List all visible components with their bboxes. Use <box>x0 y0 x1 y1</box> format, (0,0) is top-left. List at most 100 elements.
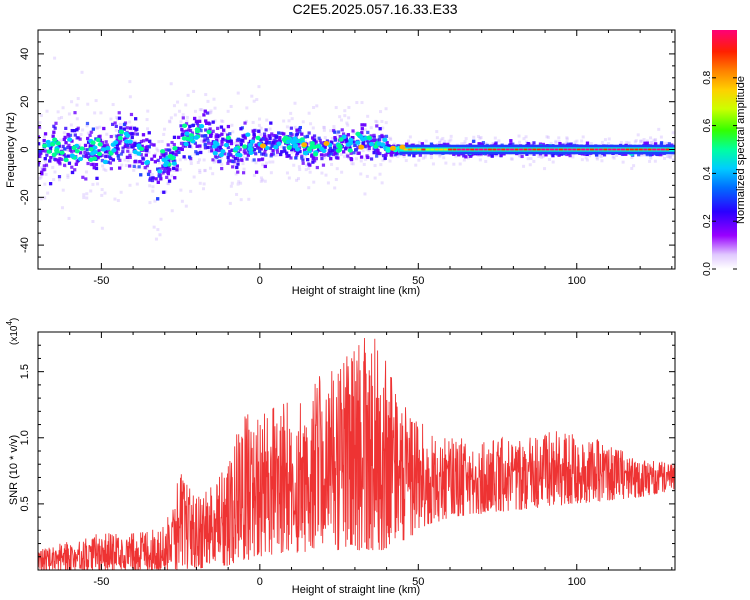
spectrogram-cell <box>369 126 373 130</box>
spectrogram-cell <box>423 155 427 159</box>
spectrogram-cell <box>322 126 326 130</box>
spectrogram-cell <box>441 136 445 140</box>
spectrogram-cell <box>314 157 318 161</box>
spectrogram-cell <box>73 129 77 133</box>
spectrogram-cell <box>128 120 132 124</box>
spectrogram-cell <box>70 100 74 104</box>
spectrogram-cell <box>156 228 160 232</box>
spectrogram-cell <box>204 119 208 123</box>
spectrogram-cell <box>493 136 497 140</box>
spectrogram-cell <box>476 134 480 138</box>
spectrogram-cell <box>412 154 416 158</box>
spectrogram-cell <box>209 145 214 149</box>
spectrogram-cell <box>558 142 562 146</box>
spectrogram-cell <box>233 141 237 145</box>
spectrogram-cell <box>671 131 675 135</box>
spectrogram-cell <box>150 178 155 183</box>
spectrogram-cell <box>285 171 289 175</box>
spectrogram-cell <box>514 148 519 151</box>
spectrogram-cell <box>362 162 366 166</box>
spectrogram-cell <box>434 148 439 151</box>
spectrogram-cell <box>430 148 435 151</box>
spectrogram-cell <box>165 175 169 179</box>
spectrogram-cell <box>150 157 154 161</box>
spectrogram-cell <box>193 141 197 145</box>
spectrogram-cell <box>228 150 232 154</box>
spectrogram-cell <box>520 154 524 159</box>
spectrogram-cell <box>74 162 78 166</box>
spectrogram-cell <box>615 153 619 157</box>
spectrogram-cell <box>93 111 97 115</box>
spectrogram-peak <box>249 139 256 144</box>
spectrogram-cell <box>247 197 251 201</box>
spectrogram-cell <box>230 123 234 127</box>
spectrogram-cell <box>243 136 247 140</box>
spectrogram-peak <box>309 141 315 146</box>
spectrogram-cell <box>123 158 127 162</box>
spectrogram-cell <box>581 148 586 151</box>
spectrogram-peak <box>184 131 190 136</box>
spectrogram-cell <box>472 135 476 139</box>
spectrogram-cell <box>132 168 136 172</box>
spectrogram-peak <box>42 143 48 148</box>
spectrogram-cell <box>607 148 612 151</box>
spectrogram-cell <box>128 155 132 160</box>
spectrogram-peak <box>337 147 343 153</box>
spectrogram-cell <box>126 149 130 153</box>
spectrogram-cell <box>645 139 649 143</box>
spectrogram-cell <box>547 158 551 162</box>
spectrogram-cell <box>314 140 318 144</box>
spectrogram-cell <box>375 154 379 158</box>
spectrogram-cell <box>170 209 174 213</box>
spectrogram-cell <box>192 89 196 93</box>
spectrogram-cell <box>113 121 117 125</box>
spectrogram-cell <box>118 122 122 126</box>
spectrogram-cell <box>295 153 299 157</box>
spectrogram-cell <box>168 120 172 124</box>
spectrogram-cell <box>54 121 58 125</box>
spectrogram-cell <box>405 142 409 146</box>
spectrogram-cell <box>255 146 260 150</box>
spectrogram-cell <box>168 168 172 172</box>
spectrogram-cell <box>202 113 206 117</box>
spectrogram-cell <box>111 158 115 162</box>
spectrogram-cell <box>128 153 132 158</box>
spectrogram-cell <box>529 157 533 161</box>
spectrogram-cell <box>135 127 139 131</box>
spectrogram-cell <box>43 157 47 161</box>
spectrogram-cell <box>295 151 300 155</box>
spectrogram-cell <box>272 140 276 145</box>
spectrogram-cell <box>181 116 185 120</box>
spectrogram-cell <box>105 143 109 147</box>
spectrogram-cell <box>543 167 547 171</box>
spectrogram-cell <box>629 148 634 151</box>
spectrogram-cell <box>491 142 495 146</box>
spectrogram-cell <box>319 141 323 145</box>
spectrogram-cell <box>496 148 501 151</box>
spectrogram-cell <box>40 166 44 170</box>
spectrogram-cell <box>336 156 340 160</box>
spectrogram-peak <box>124 133 131 138</box>
spectrogram-cell <box>339 153 343 157</box>
spectrogram-cell <box>199 129 203 133</box>
spectrogram-cell <box>330 149 335 153</box>
spectrogram-cell <box>91 162 95 167</box>
spectrogram-cell <box>123 124 127 128</box>
spectrogram-cell <box>133 143 137 147</box>
spectrogram-ytick-label: 0 <box>19 146 31 152</box>
spectrogram-cell <box>329 129 333 133</box>
spectrogram-cell <box>312 180 316 184</box>
spectrogram-cell <box>585 158 589 162</box>
spectrogram-cell <box>145 149 149 153</box>
spectrogram-cell <box>589 141 593 145</box>
spectrogram-cell <box>206 141 211 145</box>
spectrogram-cell <box>303 140 307 144</box>
spectrogram-cell <box>323 136 327 140</box>
spectrogram-cell <box>268 146 273 150</box>
spectrogram-cell <box>252 173 256 177</box>
spectrogram-peak <box>105 146 111 151</box>
spectrogram-cell <box>260 157 265 161</box>
spectrogram-cell <box>296 177 300 181</box>
spectrogram-cell <box>338 115 342 119</box>
spectrogram-cell <box>206 145 210 150</box>
